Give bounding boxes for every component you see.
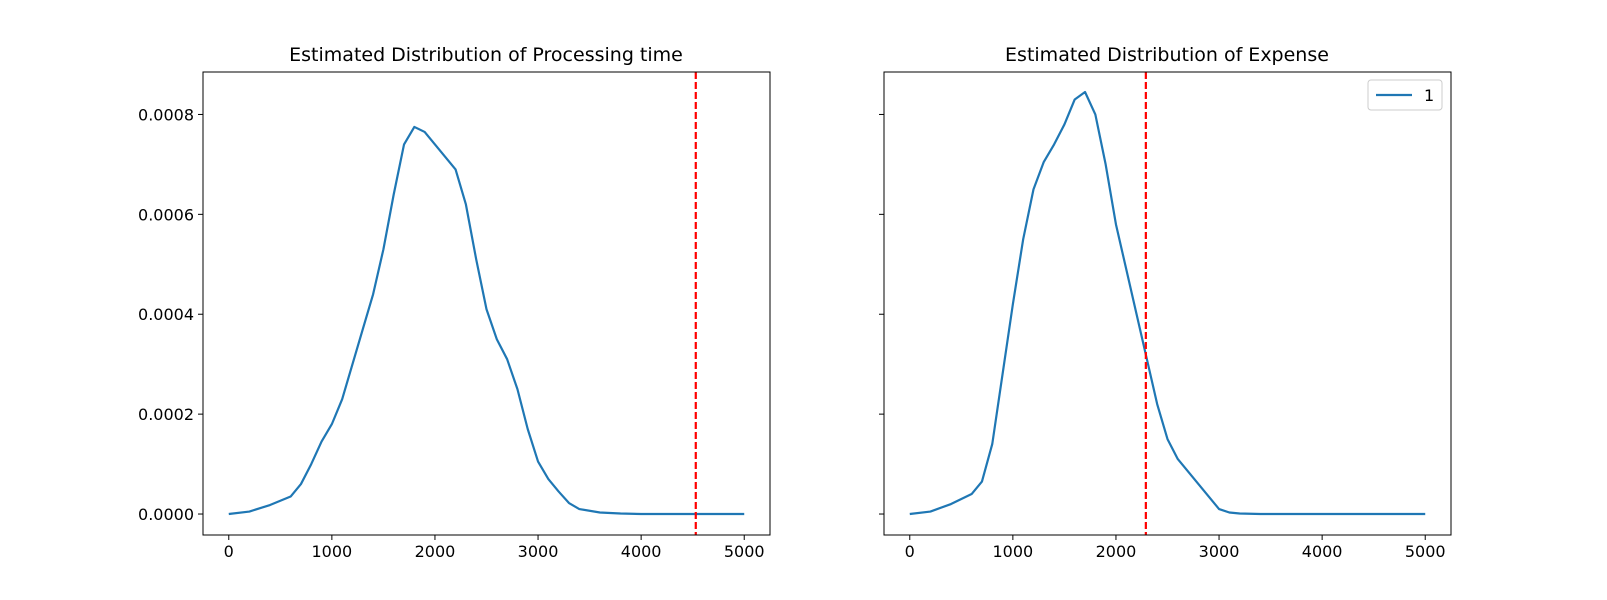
x-tick-label: 4000 — [621, 542, 662, 561]
x-tick-label: 2000 — [415, 542, 456, 561]
series-line — [909, 90, 1426, 516]
x-tick-label: 0 — [224, 542, 234, 561]
plot-area: 0 1000 2000 3000 4000 5000 1 — [879, 71, 1452, 561]
series-line — [228, 125, 745, 516]
y-tick-label: 0.0002 — [138, 405, 194, 424]
x-tick-label: 3000 — [518, 542, 559, 561]
x-tick-label: 5000 — [1405, 542, 1446, 561]
axes-frame — [202, 71, 771, 536]
plot-area: 0 1000 2000 3000 4000 5000 0.0000 0.0002 0.0004 0… — [138, 71, 771, 561]
x-tick-label: 5000 — [724, 542, 765, 561]
chart-title: Estimated Distribution of Expense — [1005, 44, 1329, 66]
y-tick-label: 0.0000 — [138, 505, 194, 524]
x-tick-label: 2000 — [1096, 542, 1137, 561]
processing-time-chart: Estimated Distribution of Processing tim… — [138, 44, 771, 561]
x-tick-label: 0 — [905, 542, 915, 561]
legend: 1 — [1367, 79, 1443, 111]
legend-label: 1 — [1424, 86, 1434, 105]
chart-title: Estimated Distribution of Processing tim… — [289, 44, 683, 66]
y-tick-label: 0.0004 — [138, 305, 194, 324]
x-tick-label: 1000 — [312, 542, 353, 561]
x-tick-label: 3000 — [1199, 542, 1240, 561]
axes-frame — [883, 71, 1452, 536]
y-tick-label: 0.0008 — [138, 105, 194, 124]
x-tick-label: 4000 — [1302, 542, 1343, 561]
y-tick-label: 0.0006 — [138, 205, 194, 224]
x-tick-label: 1000 — [993, 542, 1034, 561]
expense-chart: Estimated Distribution of Expense 0 1000 2… — [879, 44, 1452, 561]
